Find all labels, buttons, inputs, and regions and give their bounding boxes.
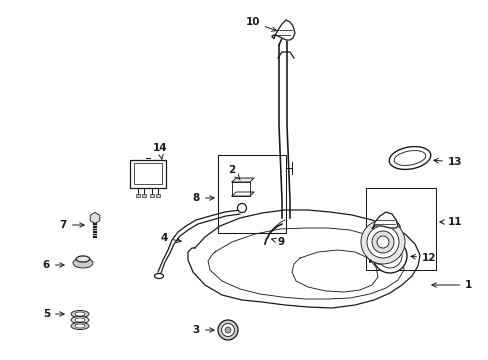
Text: 6: 6 <box>42 260 64 270</box>
Circle shape <box>221 324 234 337</box>
Text: 1: 1 <box>431 280 471 290</box>
Ellipse shape <box>71 310 89 318</box>
Circle shape <box>218 320 238 340</box>
Ellipse shape <box>71 316 89 324</box>
Circle shape <box>371 231 393 253</box>
Text: 8: 8 <box>192 193 214 203</box>
Bar <box>365 188 435 270</box>
Bar <box>136 194 140 197</box>
Ellipse shape <box>393 150 425 166</box>
Bar <box>156 194 160 197</box>
Circle shape <box>237 203 246 212</box>
Ellipse shape <box>75 312 85 316</box>
Text: 4: 4 <box>160 233 181 243</box>
Text: 11: 11 <box>439 217 462 227</box>
Polygon shape <box>231 192 253 196</box>
Ellipse shape <box>388 147 430 170</box>
Bar <box>142 194 146 197</box>
Polygon shape <box>271 20 294 40</box>
Circle shape <box>360 220 404 264</box>
Text: 14: 14 <box>152 143 167 159</box>
Polygon shape <box>371 212 397 228</box>
Ellipse shape <box>73 258 93 268</box>
Text: 2: 2 <box>228 165 240 180</box>
Bar <box>150 194 154 197</box>
Circle shape <box>376 236 388 248</box>
Ellipse shape <box>154 274 163 279</box>
Bar <box>130 160 165 188</box>
Ellipse shape <box>71 323 89 329</box>
Circle shape <box>372 239 406 273</box>
Polygon shape <box>231 178 253 182</box>
Text: 9: 9 <box>271 237 285 247</box>
Bar <box>134 163 162 184</box>
Text: 5: 5 <box>42 309 64 319</box>
Polygon shape <box>367 218 399 264</box>
Circle shape <box>224 327 230 333</box>
Text: 3: 3 <box>192 325 214 335</box>
Polygon shape <box>231 182 249 196</box>
Ellipse shape <box>76 256 90 262</box>
Circle shape <box>366 226 398 258</box>
Ellipse shape <box>75 318 85 322</box>
Circle shape <box>377 244 401 268</box>
Bar <box>218 155 285 233</box>
Text: 10: 10 <box>245 17 276 31</box>
Ellipse shape <box>75 324 85 328</box>
Text: 13: 13 <box>433 157 462 167</box>
Text: 7: 7 <box>60 220 84 230</box>
Text: 12: 12 <box>410 253 436 263</box>
